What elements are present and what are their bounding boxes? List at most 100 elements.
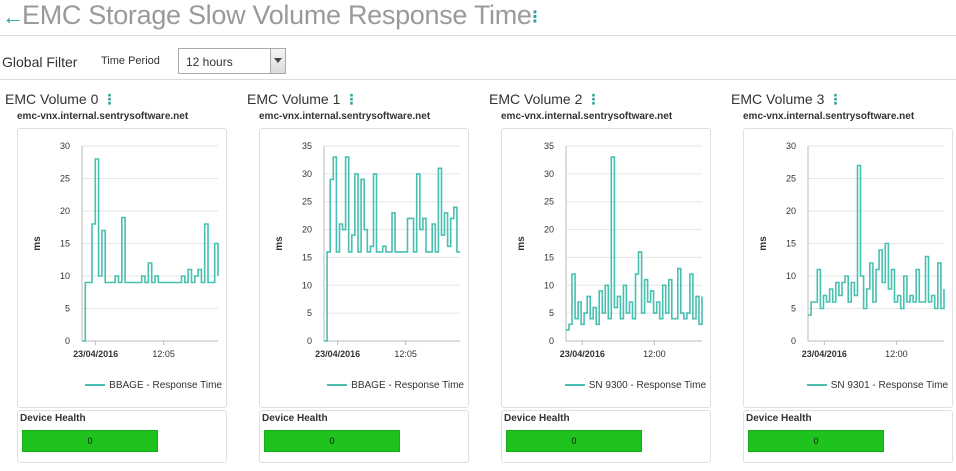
device-health-bar[interactable]: 0 — [22, 430, 158, 452]
title-menu-icon[interactable]: ⋮ — [527, 9, 543, 26]
device-health-title: Device Health — [20, 413, 86, 424]
device-health-title: Device Health — [262, 413, 328, 424]
y-tick-label: 35 — [544, 141, 554, 151]
chart-legend[interactable]: BBAGE - Response Time — [85, 380, 222, 391]
page-header: ← EMC Storage Slow Volume Response Time … — [0, 0, 956, 36]
y-tick-label: 20 — [60, 206, 70, 216]
y-axis-label: ms — [516, 236, 527, 251]
y-tick-label: 10 — [302, 280, 312, 290]
x-tick-label: 12:00 — [885, 349, 908, 359]
legend-swatch — [327, 384, 348, 387]
series-line[interactable] — [82, 158, 219, 342]
panel-host: emc-vnx.internal.sentrysoftware.net — [501, 111, 673, 122]
series-line[interactable] — [324, 156, 460, 342]
x-tick-label: 23/04/2016 — [73, 349, 118, 359]
time-period-label: Time Period — [101, 55, 160, 67]
device-health-bar[interactable]: 0 — [506, 430, 642, 452]
x-tick-label: 12:05 — [394, 349, 417, 359]
y-tick-label: 0 — [791, 336, 796, 346]
panel-title-text: EMC Volume 0 — [5, 91, 99, 107]
y-tick-label: 5 — [791, 304, 796, 314]
panel-menu-icon[interactable]: ⋮ — [102, 91, 117, 107]
legend-label: BBAGE - Response Time — [109, 380, 222, 391]
panel-title-text: EMC Volume 1 — [247, 91, 341, 107]
device-health-box: Device Health 0 — [259, 410, 469, 463]
device-health-box: Device Health 0 — [743, 410, 953, 463]
device-health-title: Device Health — [504, 413, 570, 424]
y-tick-label: 30 — [302, 169, 312, 179]
x-tick-label: 23/04/2016 — [560, 349, 605, 359]
panel-title: EMC Volume 2 ⋮ — [489, 91, 600, 108]
time-period-select[interactable]: 12 hours — [178, 48, 286, 74]
panel-title: EMC Volume 0 ⋮ — [5, 91, 116, 108]
y-tick-label: 5 — [65, 304, 70, 314]
y-axis-label: ms — [32, 236, 43, 251]
x-tick-label: 12:05 — [152, 349, 175, 359]
y-tick-label: 10 — [60, 271, 70, 281]
volume-panel: EMC Volume 2 ⋮ emc-vnx.internal.sentrysoft… — [484, 80, 724, 471]
y-tick-label: 20 — [544, 225, 554, 235]
device-health-bar[interactable]: 0 — [748, 430, 884, 452]
y-tick-label: 15 — [60, 239, 70, 249]
chart-svg: 0 5 10 15 20 25 30 35 ms 23/04/2016 12:05 — [274, 141, 460, 359]
device-health-box: Device Health 0 — [501, 410, 711, 463]
y-tick-label: 10 — [544, 280, 554, 290]
panel-title-text: EMC Volume 2 — [489, 91, 583, 107]
panel-menu-icon[interactable]: ⋮ — [828, 91, 843, 107]
device-health-bar[interactable]: 0 — [264, 430, 400, 452]
y-tick-label: 25 — [786, 174, 796, 184]
chart-svg: 0 5 10 15 20 25 30 35 ms 23/04/2016 12:00 — [516, 141, 703, 359]
y-tick-label: 35 — [302, 141, 312, 151]
volume-panel: EMC Volume 3 ⋮ emc-vnx.internal.sentrysoft… — [726, 80, 956, 471]
chart-svg: 0 5 10 15 20 25 30 ms 23/04/2016 12:05 — [32, 141, 219, 359]
global-filter-bar: Global Filter Time Period 12 hours — [0, 37, 956, 80]
time-period-value: 12 hours — [186, 55, 233, 69]
y-tick-label: 30 — [60, 141, 70, 151]
chart-legend[interactable]: SN 9301 - Response Time — [806, 380, 948, 391]
x-tick-label: 12:00 — [643, 349, 666, 359]
device-health-box: Device Health 0 — [17, 410, 227, 463]
page-title: EMC Storage Slow Volume Response Time — [22, 0, 532, 30]
series-line[interactable] — [808, 164, 945, 316]
y-tick-label: 0 — [549, 336, 554, 346]
series-line[interactable] — [566, 156, 703, 331]
legend-swatch — [85, 384, 106, 387]
legend-swatch — [564, 384, 585, 387]
panel-title: EMC Volume 1 ⋮ — [247, 91, 358, 108]
legend-swatch — [806, 384, 827, 387]
device-health-title: Device Health — [746, 413, 812, 424]
volume-panel: EMC Volume 1 ⋮ emc-vnx.internal.sentrysoft… — [242, 80, 482, 471]
back-arrow-icon[interactable]: ← — [2, 4, 24, 29]
y-tick-label: 30 — [786, 141, 796, 151]
response-time-chart: 0 5 10 15 20 25 30 ms 23/04/2016 12:00 SN 9301 - R… — [743, 128, 953, 408]
y-tick-label: 25 — [302, 197, 312, 207]
y-tick-label: 30 — [544, 169, 554, 179]
chevron-down-icon[interactable] — [270, 49, 285, 73]
panel-menu-icon[interactable]: ⋮ — [586, 91, 601, 107]
y-tick-label: 20 — [302, 225, 312, 235]
x-tick-label: 23/04/2016 — [802, 349, 847, 359]
panel-title-text: EMC Volume 3 — [731, 91, 825, 107]
legend-label: BBAGE - Response Time — [351, 380, 464, 391]
y-tick-label: 5 — [549, 308, 554, 318]
y-tick-label: 25 — [544, 197, 554, 207]
legend-label: SN 9300 - Response Time — [588, 380, 706, 391]
response-time-chart: 0 5 10 15 20 25 30 35 ms 23/04/2016 12:05 BBAGE - R… — [259, 128, 469, 408]
chart-svg: 0 5 10 15 20 25 30 ms 23/04/2016 12:00 — [758, 141, 945, 359]
y-tick-label: 15 — [302, 252, 312, 262]
y-tick-label: 15 — [544, 252, 554, 262]
volume-panel: EMC Volume 0 ⋮ emc-vnx.internal.sentrysoft… — [0, 80, 240, 471]
legend-label: SN 9301 - Response Time — [830, 380, 948, 391]
y-tick-label: 15 — [786, 239, 796, 249]
y-tick-label: 20 — [786, 206, 796, 216]
panel-menu-icon[interactable]: ⋮ — [344, 91, 359, 107]
chart-legend[interactable]: BBAGE - Response Time — [327, 380, 464, 391]
panel-title: EMC Volume 3 ⋮ — [731, 91, 842, 108]
y-tick-label: 5 — [307, 308, 312, 318]
x-tick-label: 23/04/2016 — [315, 349, 360, 359]
y-tick-label: 25 — [60, 174, 70, 184]
response-time-chart: 0 5 10 15 20 25 30 ms 23/04/2016 12:05 BBAGE - Res… — [17, 128, 227, 408]
chart-legend[interactable]: SN 9300 - Response Time — [564, 380, 706, 391]
global-filter-label: Global Filter — [2, 54, 78, 70]
y-tick-label: 0 — [307, 336, 312, 346]
